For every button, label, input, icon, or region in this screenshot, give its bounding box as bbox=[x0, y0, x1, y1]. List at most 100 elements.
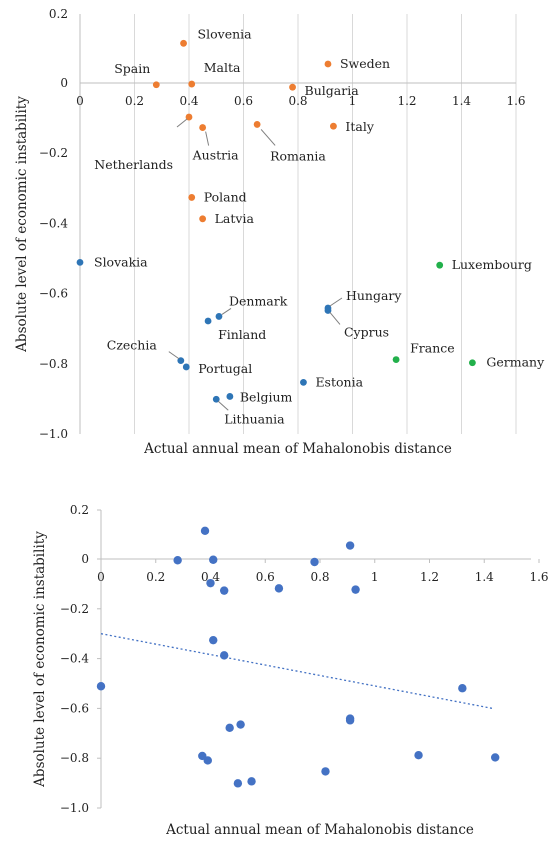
data-point bbox=[491, 753, 500, 762]
x-tick-label: 0.6 bbox=[256, 570, 275, 584]
y-tick-label: −1.0 bbox=[39, 427, 68, 441]
y-tick-label: 0 bbox=[60, 76, 68, 90]
x-axis-title: Actual annual mean of Mahalonobis distan… bbox=[165, 822, 474, 838]
data-point bbox=[253, 121, 261, 128]
point-label: Lithuania bbox=[224, 411, 285, 426]
data-point bbox=[330, 122, 337, 130]
label-leader-line bbox=[329, 312, 341, 325]
data-point bbox=[173, 556, 182, 565]
y-tick-label: −0.8 bbox=[39, 357, 68, 371]
data-point bbox=[177, 357, 185, 365]
point-label: Hungary bbox=[346, 288, 402, 303]
point-label: Spain bbox=[114, 61, 150, 76]
point-label: Austria bbox=[192, 148, 239, 163]
y-tick-label: −0.4 bbox=[60, 652, 90, 666]
y-axis-title: Absolute level of economic instability bbox=[32, 531, 48, 788]
data-point bbox=[392, 356, 400, 363]
data-point bbox=[206, 578, 215, 588]
y-tick-label: 0.2 bbox=[70, 503, 89, 517]
point-label: Malta bbox=[204, 60, 241, 75]
x-tick-label: 0 bbox=[76, 94, 84, 108]
x-tick-label: 0.4 bbox=[201, 570, 220, 584]
y-tick-label: −0.6 bbox=[60, 701, 89, 715]
data-point bbox=[289, 83, 296, 91]
x-tick-label: 0.8 bbox=[310, 570, 329, 584]
x-tick-label: 1.4 bbox=[475, 570, 494, 584]
data-point bbox=[414, 751, 423, 760]
data-point bbox=[300, 379, 307, 386]
y-tick-label: 0 bbox=[81, 552, 89, 566]
y-tick-label: −0.2 bbox=[60, 602, 89, 616]
y-tick-label: −0.2 bbox=[39, 146, 68, 160]
y-tick-label: −0.8 bbox=[60, 751, 89, 765]
x-tick-label: 0.2 bbox=[125, 94, 144, 108]
data-point bbox=[203, 756, 212, 765]
data-point bbox=[215, 313, 223, 320]
x-tick-label: 1 bbox=[349, 94, 357, 108]
point-label: Bulgaria bbox=[305, 83, 360, 98]
data-point bbox=[96, 682, 106, 691]
y-axis-title: Absolute level of economic instability bbox=[14, 96, 30, 353]
data-point bbox=[247, 777, 256, 786]
label-leader-line bbox=[168, 351, 180, 360]
x-tick-label: 1.2 bbox=[397, 94, 416, 108]
point-label: Estonia bbox=[315, 374, 363, 389]
data-point bbox=[188, 80, 196, 88]
label-leader-line bbox=[205, 131, 210, 146]
label-leader-line bbox=[329, 297, 343, 307]
x-tick-label: 0.2 bbox=[146, 570, 165, 584]
data-point bbox=[188, 194, 196, 201]
data-point bbox=[469, 359, 476, 367]
data-point bbox=[233, 779, 243, 788]
data-point bbox=[180, 39, 187, 47]
data-point bbox=[351, 585, 360, 594]
point-label: Poland bbox=[204, 189, 247, 204]
point-label: Sweden bbox=[340, 56, 390, 71]
point-label: Italy bbox=[345, 119, 374, 134]
point-label: Cyprus bbox=[344, 324, 389, 339]
data-point bbox=[324, 307, 332, 314]
data-point bbox=[76, 258, 84, 266]
point-label: Denmark bbox=[229, 293, 288, 308]
x-tick-label: 1.4 bbox=[452, 94, 471, 108]
x-tick-label: 0.8 bbox=[288, 94, 307, 108]
point-label: Czechia bbox=[107, 338, 158, 353]
chart-panel-2: 0 0.2 0.4 0.6 0.8 1 1.2 1.4 1.6 0.2 0 −0.2 −0.4 −0.6 −… bbox=[32, 503, 549, 838]
chart-panel-1: 0 0.2 0.4 0.6 0.8 1 1.2 1.4 1.6 0.2 0 −0.2 −0.4 −0.6 −… bbox=[14, 7, 545, 457]
data-point bbox=[458, 684, 467, 693]
x-axis-title: Actual annual mean of Mahalonobis distan… bbox=[143, 441, 452, 457]
point-label: Finland bbox=[218, 327, 266, 342]
data-point bbox=[209, 635, 218, 645]
x-tick-label: 1.2 bbox=[420, 570, 439, 584]
y-tick-label: 0.2 bbox=[49, 7, 68, 21]
x-tick-label: 1 bbox=[371, 570, 379, 584]
data-point bbox=[436, 261, 444, 269]
data-point bbox=[182, 363, 190, 371]
data-point bbox=[324, 60, 332, 68]
x-tick-label: 0.6 bbox=[234, 94, 253, 108]
point-label: France bbox=[410, 341, 455, 356]
data-point bbox=[321, 767, 330, 776]
point-label: Latvia bbox=[215, 211, 255, 226]
x-tick-label: 1.6 bbox=[506, 94, 525, 108]
label-leader-line bbox=[260, 129, 276, 146]
x-tick-label: 1.6 bbox=[529, 570, 548, 584]
data-point bbox=[236, 720, 245, 729]
data-point bbox=[345, 716, 355, 725]
data-point bbox=[200, 526, 210, 536]
data-point bbox=[212, 395, 220, 403]
data-point bbox=[185, 113, 193, 121]
label-leader-line bbox=[176, 118, 188, 128]
point-label: Portugal bbox=[198, 361, 252, 376]
y-tick-label: −1.0 bbox=[60, 801, 89, 815]
data-point bbox=[219, 651, 229, 660]
data-point bbox=[345, 541, 355, 550]
x-tick-label: 0 bbox=[97, 570, 105, 584]
data-point bbox=[219, 586, 229, 595]
data-point bbox=[310, 557, 319, 567]
y-tick-label: −0.4 bbox=[39, 216, 69, 230]
point-label: Slovenia bbox=[198, 26, 253, 41]
label-leader-line bbox=[217, 400, 229, 411]
label-leader-line bbox=[221, 307, 232, 315]
